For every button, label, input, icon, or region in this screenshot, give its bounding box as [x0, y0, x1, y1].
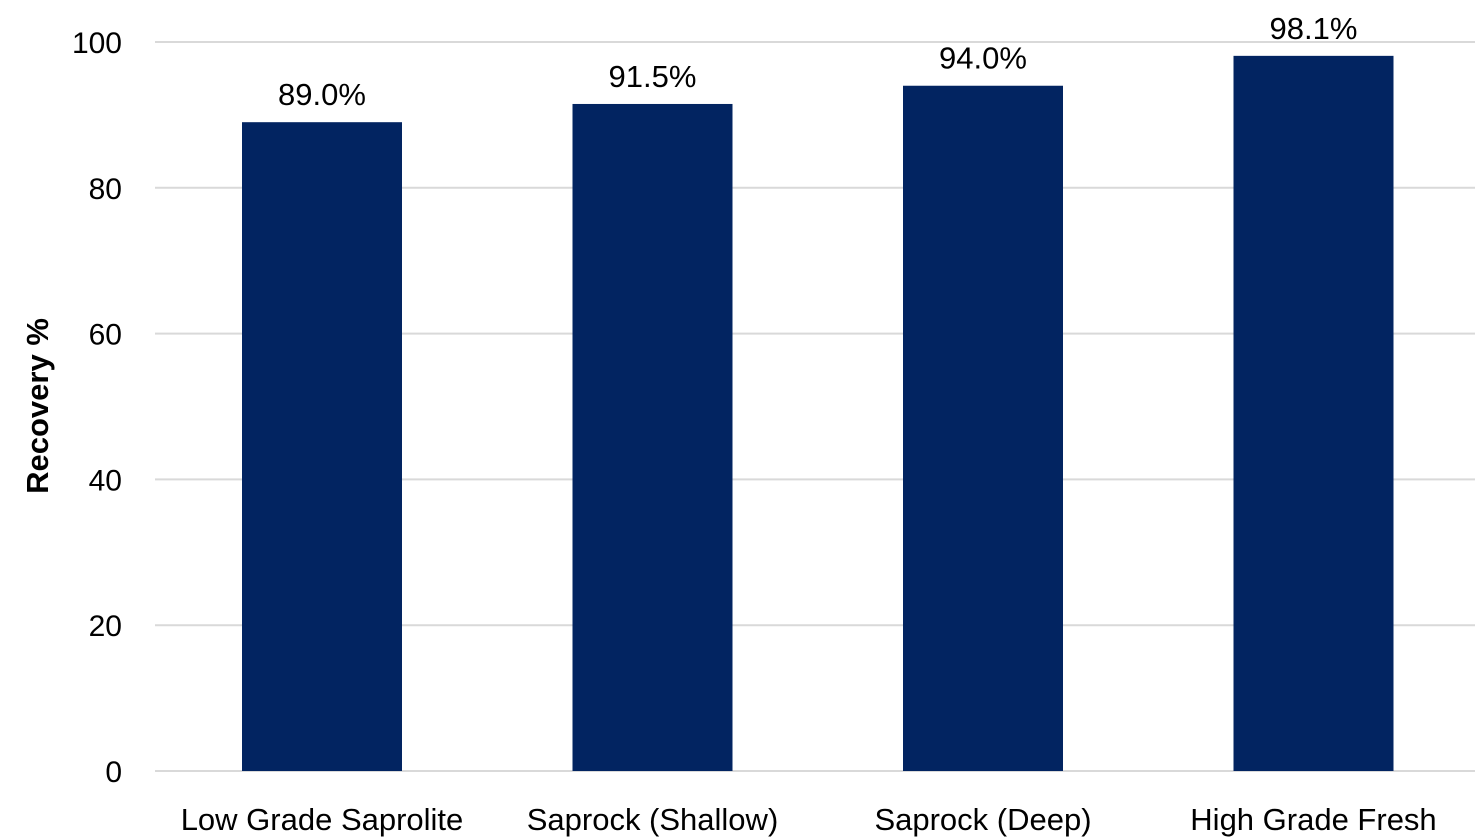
- bar: [1233, 55, 1394, 771]
- y-tick-label: 100: [72, 27, 122, 60]
- x-axis-categories: Low Grade Saprolite Saprock (Shallow) Sapr…: [181, 802, 1437, 837]
- bar: [903, 85, 1063, 772]
- y-tick-label: 0: [105, 756, 122, 789]
- bar: [572, 103, 733, 772]
- y-tick-label: 20: [89, 610, 122, 643]
- y-axis-ticks: 0 20 40 60 80 100: [72, 27, 122, 789]
- x-category-label: Saprock (Shallow): [527, 802, 779, 837]
- data-labels: 89.0% 91.5% 94.0% 98.1%: [278, 11, 1357, 112]
- data-label: 91.5%: [609, 59, 697, 94]
- x-category-label: High Grade Fresh: [1190, 802, 1436, 837]
- data-label: 89.0%: [278, 77, 366, 112]
- data-label: 98.1%: [1270, 11, 1358, 46]
- y-tick-label: 40: [89, 464, 122, 497]
- bars: [242, 55, 1394, 772]
- y-axis-label: Recovery %: [20, 318, 55, 494]
- x-category-label: Saprock (Deep): [874, 802, 1091, 837]
- y-tick-label: 80: [89, 173, 122, 206]
- y-tick-label: 60: [89, 319, 122, 352]
- x-category-label: Low Grade Saprolite: [181, 802, 464, 837]
- data-label: 94.0%: [939, 41, 1027, 76]
- bar: [242, 122, 402, 771]
